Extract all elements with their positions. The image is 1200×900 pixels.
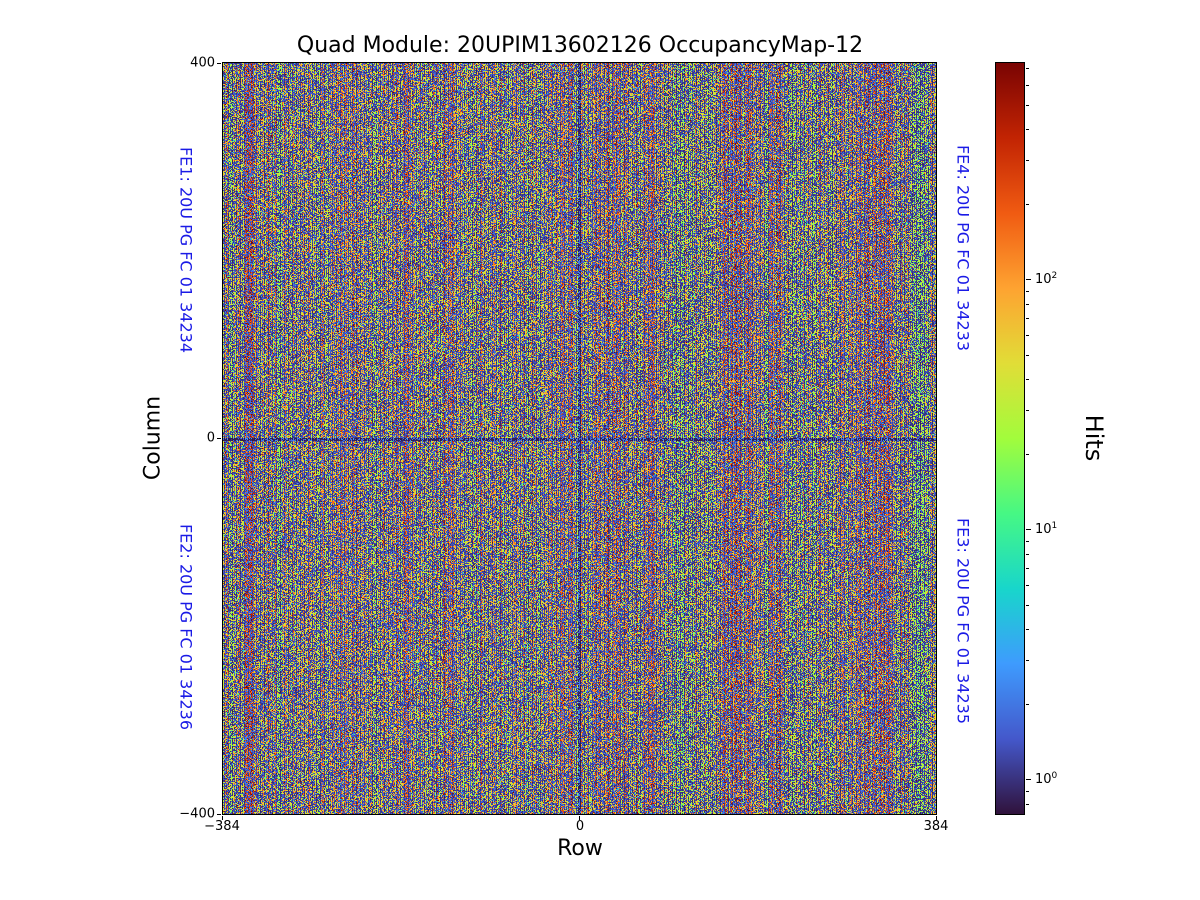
- tick-exp: 1: [1051, 521, 1058, 532]
- fe3-chip-label: FE3: 20U PG FC 01 34235: [953, 517, 973, 725]
- fe4-chip-label: FE4: 20U PG FC 01 34233: [953, 144, 973, 352]
- colorbar-tick-mark: [1026, 290, 1029, 292]
- y-tick-mark: [217, 814, 221, 815]
- y-tick-mark: [217, 63, 221, 64]
- colorbar-tick-mark: [1026, 68, 1029, 69]
- colorbar-tick-mark: [1026, 454, 1029, 456]
- colorbar-tick-label: 101: [1035, 521, 1057, 537]
- colorbar-tick-mark: [1026, 128, 1029, 130]
- tick-exp: 2: [1051, 271, 1058, 282]
- colorbar-tick-mark: [1026, 410, 1029, 411]
- x-tick-label: 384: [923, 819, 949, 834]
- colorbar-tick-mark: [1026, 84, 1029, 86]
- colorbar-tick-mark: [1026, 279, 1031, 281]
- colorbar-tick-mark: [1026, 660, 1029, 661]
- heatmap-canvas: [223, 63, 936, 814]
- colorbar-tick-mark: [1026, 318, 1029, 319]
- fe1-chip-label: FE1: 20U PG FC 01 34234: [176, 146, 196, 354]
- x-tick-label: −384: [204, 819, 240, 834]
- colorbar-tick-mark: [1026, 553, 1029, 555]
- fe2-chip-label: FE2: 20U PG FC 01 34236: [176, 523, 196, 731]
- x-tick-mark: [936, 816, 937, 820]
- tick-base: 10: [1035, 522, 1052, 538]
- colorbar-tick-mark: [1026, 204, 1029, 206]
- heatmap-plot-area: [222, 62, 937, 815]
- colorbar-tick-mark: [1026, 779, 1031, 781]
- x-tick-mark: [222, 816, 223, 820]
- colorbar-tick-label: 102: [1035, 271, 1057, 287]
- colorbar-tick-mark: [1026, 803, 1029, 805]
- y-tick-label: 0: [206, 430, 215, 446]
- x-tick-label: 0: [575, 819, 585, 834]
- y-tick-mark: [217, 438, 221, 439]
- colorbar-tick-mark: [1026, 334, 1029, 336]
- colorbar-tick-mark: [1026, 529, 1031, 531]
- colorbar-tick-mark: [1026, 628, 1029, 630]
- colorbar: [995, 62, 1025, 815]
- x-axis-label: Row: [557, 836, 603, 861]
- tick-base: 10: [1035, 772, 1052, 788]
- colorbar-tick-mark: [1026, 378, 1029, 380]
- colorbar-tick-mark: [1026, 584, 1029, 586]
- colorbar-tick-mark: [1026, 303, 1029, 305]
- colorbar-tick-mark: [1026, 704, 1029, 706]
- tick-exp: 0: [1051, 771, 1058, 782]
- chart-title: Quad Module: 20UPIM13602126 OccupancyMap…: [296, 33, 864, 58]
- colorbar-tick-mark: [1026, 540, 1029, 542]
- colorbar-tick-mark: [1026, 354, 1029, 356]
- y-tick-label: −400: [179, 806, 215, 822]
- colorbar-axis-label: Hits: [1080, 414, 1108, 462]
- y-tick-label: 400: [190, 55, 215, 71]
- colorbar-gradient: [996, 63, 1024, 814]
- colorbar-tick-mark: [1026, 604, 1029, 606]
- colorbar-tick-mark: [1026, 160, 1029, 161]
- colorbar-tick-label: 100: [1035, 771, 1057, 787]
- tick-base: 10: [1035, 272, 1052, 288]
- x-tick-mark: [579, 816, 580, 820]
- colorbar-tick-mark: [1026, 104, 1029, 106]
- colorbar-tick-mark: [1026, 790, 1029, 792]
- y-axis-label: Column: [140, 395, 166, 481]
- colorbar-tick-mark: [1026, 568, 1029, 570]
